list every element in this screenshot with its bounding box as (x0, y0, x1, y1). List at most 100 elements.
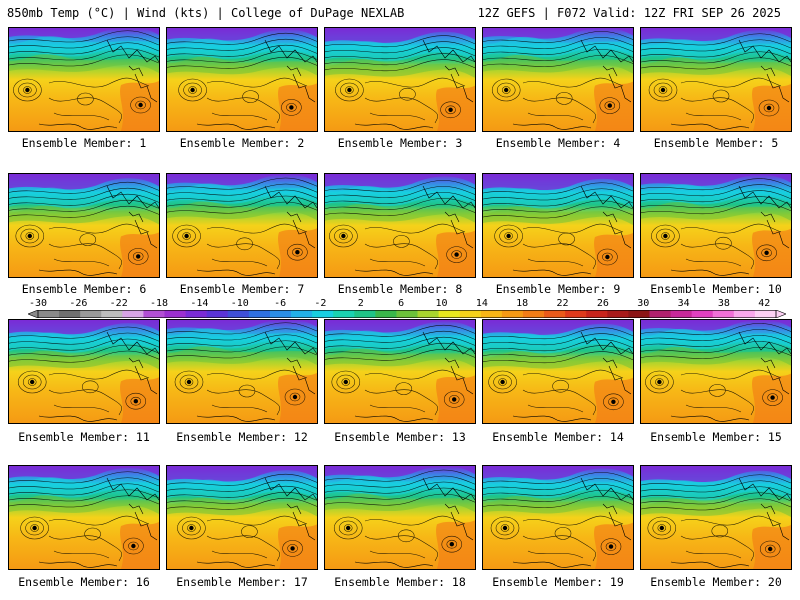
colorbar-tick-label: 38 (717, 298, 730, 309)
member-map-4 (482, 27, 634, 132)
member-label: Ensemble Member: 17 (176, 575, 308, 589)
member-label: Ensemble Member: 15 (650, 430, 782, 444)
colorbar-tick-label: 22 (556, 298, 569, 309)
colorbar-tick-label: 34 (677, 298, 690, 309)
colorbar-swatch (649, 310, 672, 318)
colorbar-swatch (59, 310, 81, 318)
colorbar-tick-label: 6 (398, 298, 405, 309)
colorbar-swatch (333, 310, 355, 318)
colorbar-min-arrow (28, 310, 39, 318)
colorbar-tick-label: -14 (190, 298, 209, 309)
colorbar-swatch (712, 310, 735, 318)
colorbar-swatch (375, 310, 397, 318)
member-label: Ensemble Member: 14 (492, 430, 624, 444)
colorbar-tick-label: -26 (69, 298, 88, 309)
colorbar-swatch (544, 310, 566, 318)
colorbar-swatch (480, 310, 503, 318)
colorbar-tick-label: -30 (28, 298, 48, 309)
colorbar-tick-label: 30 (637, 298, 650, 309)
colorbar-swatch (396, 310, 419, 318)
colorbar-swatch (80, 310, 102, 318)
member-map-12 (166, 319, 318, 424)
member-map-1 (8, 27, 160, 132)
colorbar-swatch (691, 310, 714, 318)
member-map-7 (166, 173, 318, 278)
colorbar-swatch (269, 310, 292, 318)
colorbar-tick-label: 14 (475, 298, 488, 309)
member-map-8 (324, 173, 476, 278)
member-map-3 (324, 27, 476, 132)
colorbar-tick-label: -22 (109, 298, 128, 309)
member-label: Ensemble Member: 1 (21, 136, 147, 150)
member-label: Ensemble Member: 9 (495, 282, 621, 296)
member-map-18 (324, 465, 476, 570)
member-label: Ensemble Member: 10 (650, 282, 782, 296)
colorbar-swatch (38, 310, 60, 318)
colorbar-swatch (227, 310, 250, 318)
colorbar-tick-label: 26 (596, 298, 609, 309)
member-label: Ensemble Member: 19 (492, 575, 624, 589)
colorbar-swatch (206, 310, 229, 318)
member-label: Ensemble Member: 20 (650, 575, 782, 589)
colorbar-swatch (438, 310, 461, 318)
colorbar-tick-label: -6 (274, 298, 287, 309)
member-map-11 (8, 319, 160, 424)
colorbar-tick-label: 18 (516, 298, 529, 309)
member-map-5 (640, 27, 792, 132)
colorbar-swatch (122, 310, 144, 318)
colorbar-swatch (291, 310, 313, 318)
colorbar-ticks: -30 -26 -22 -18 -14 -10 -6 -2 2 6 10 14 18 22 26 30 34 38… (0, 298, 800, 310)
member-label: Ensemble Member: 16 (18, 575, 150, 589)
member-label: Ensemble Member: 7 (179, 282, 305, 296)
member-label: Ensemble Member: 18 (334, 575, 466, 589)
colorbar-swatch (185, 310, 208, 318)
chart-title: 850mb Temp (°C) | Wind (kts) | College o… (7, 6, 405, 20)
colorbar-tick-label: 42 (758, 298, 771, 309)
colorbar-max-arrow (775, 310, 786, 318)
member-map-14 (482, 319, 634, 424)
colorbar-swatch (754, 310, 777, 318)
member-label: Ensemble Member: 12 (176, 430, 308, 444)
member-label: Ensemble Member: 3 (337, 136, 463, 150)
colorbar-swatch (522, 310, 545, 318)
valid-time: 12Z GEFS | F072 Valid: 12Z FRI SEP 26 20… (477, 6, 781, 20)
colorbar-tick-label: -10 (230, 298, 249, 309)
colorbar-tick-label: 2 (357, 298, 364, 309)
colorbar-swatch (733, 310, 756, 318)
member-label: Ensemble Member: 6 (21, 282, 147, 296)
colorbar-swatch (164, 310, 187, 318)
colorbar-tick-label: -18 (150, 298, 169, 309)
temperature-colorbar (28, 310, 786, 318)
colorbar-swatch (565, 310, 587, 318)
colorbar-swatch (248, 310, 271, 318)
member-map-16 (8, 465, 160, 570)
member-map-2 (166, 27, 318, 132)
colorbar-swatch (354, 310, 376, 318)
member-label: Ensemble Member: 2 (179, 136, 305, 150)
member-label: Ensemble Member: 4 (495, 136, 621, 150)
member-map-20 (640, 465, 792, 570)
member-map-15 (640, 319, 792, 424)
member-map-13 (324, 319, 476, 424)
member-label: Ensemble Member: 5 (653, 136, 779, 150)
member-map-17 (166, 465, 318, 570)
colorbar-swatch (670, 310, 693, 318)
member-map-6 (8, 173, 160, 278)
colorbar-swatch (607, 310, 629, 318)
colorbar-swatch (586, 310, 608, 318)
colorbar-swatch (143, 310, 166, 318)
member-label: Ensemble Member: 13 (334, 430, 466, 444)
colorbar-swatch (501, 310, 524, 318)
colorbar-swatch (417, 310, 440, 318)
member-label: Ensemble Member: 11 (18, 430, 150, 444)
colorbar-swatch (312, 310, 334, 318)
colorbar-swatch (628, 310, 650, 318)
member-label: Ensemble Member: 8 (337, 282, 463, 296)
colorbar-swatch (101, 310, 123, 318)
member-map-9 (482, 173, 634, 278)
colorbar-swatch (459, 310, 482, 318)
colorbar-tick-label: -2 (314, 298, 327, 309)
colorbar-tick-label: 10 (435, 298, 448, 309)
member-map-19 (482, 465, 634, 570)
member-map-10 (640, 173, 792, 278)
